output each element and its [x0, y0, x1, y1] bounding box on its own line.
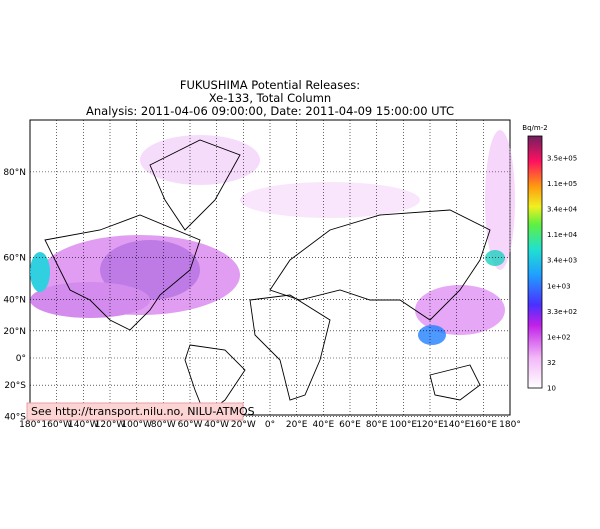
colorbar-label: 3.4e+04	[547, 206, 578, 214]
colorbar-label: 1.1e+04	[547, 231, 578, 239]
credit: See http://transport.nilu.no, NILU-ATMOS	[31, 405, 255, 418]
lon-label: 160°E	[470, 420, 498, 430]
plume-core	[418, 325, 446, 345]
colorbar-label: 3.4e+03	[547, 257, 577, 265]
lon-label: 120°E	[416, 420, 444, 430]
lon-label: 40°E	[313, 420, 335, 430]
lat-label: 0°	[16, 354, 26, 364]
lat-label: 40°N	[3, 296, 26, 306]
colorbar	[527, 135, 543, 389]
lon-label: 100°E	[390, 420, 418, 430]
colorbar-label: 32	[547, 359, 556, 367]
lat-label: 20°N	[3, 327, 26, 337]
map-area	[29, 119, 515, 417]
colorbar-label: 1e+03	[547, 282, 571, 290]
lat-label: 60°N	[3, 253, 26, 263]
lon-label: 180°	[19, 420, 41, 430]
lon-label: 80°W	[151, 420, 176, 430]
title-line: Xe-133, Total Column	[209, 91, 331, 105]
lon-label: 60°E	[339, 420, 361, 430]
colorbar-label: 1.1e+05	[547, 180, 577, 188]
coastlines	[44, 139, 491, 416]
lon-label: 160°W	[41, 420, 72, 430]
lon-label: 60°W	[178, 420, 203, 430]
lon-label: 80°E	[366, 420, 388, 430]
lat-label: 40°S	[4, 412, 26, 422]
lat-label: 80°N	[3, 168, 26, 178]
colorbar-label: 1e+02	[547, 333, 571, 341]
lon-label: 180°	[499, 420, 521, 430]
lon-label: 0°	[265, 420, 275, 430]
colorbar-label: 10	[547, 385, 556, 393]
lon-label: 20°E	[286, 420, 308, 430]
colorbar-label: 3.5e+05	[547, 155, 577, 163]
title-line: Analysis: 2011-04-06 09:00:00, Date: 201…	[86, 104, 454, 118]
lon-label: 140°W	[68, 420, 99, 430]
plume-core	[30, 252, 50, 292]
title-line: FUKUSHIMA Potential Releases:	[180, 78, 360, 92]
colorbar-unit: Bq/m-2	[522, 124, 547, 132]
lat-label: 20°S	[4, 381, 26, 391]
lon-label: 40°W	[204, 420, 229, 430]
lon-label: 20°W	[231, 420, 256, 430]
plume-core	[485, 250, 505, 266]
credit-box	[26, 402, 244, 421]
lon-label: 120°W	[95, 420, 126, 430]
colorbar-label: 3.3e+02	[547, 308, 577, 316]
lon-label: 100°W	[121, 420, 152, 430]
lon-label: 140°E	[443, 420, 471, 430]
